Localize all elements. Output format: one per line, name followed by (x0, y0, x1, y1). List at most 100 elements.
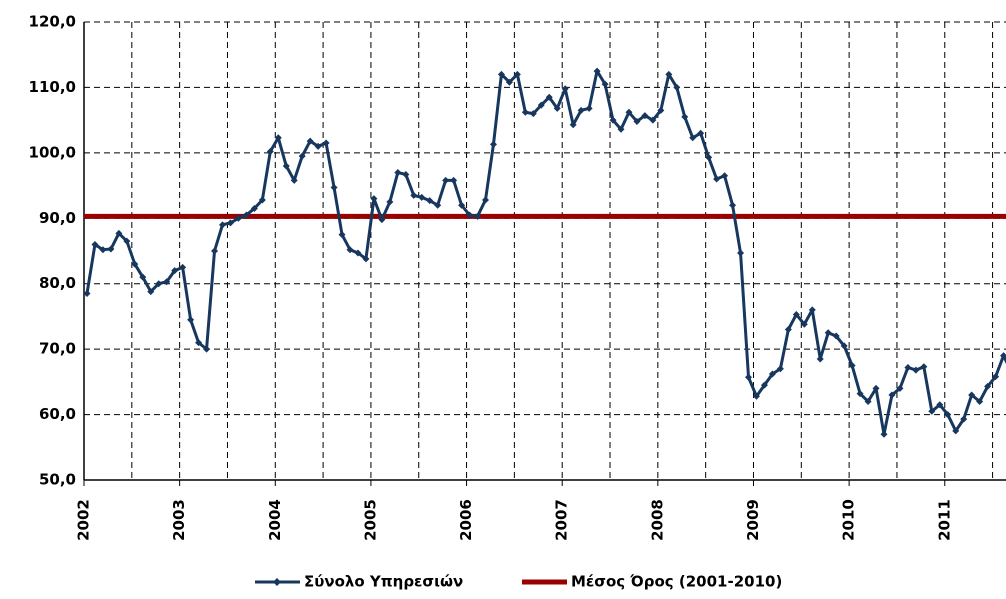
marker (474, 212, 482, 220)
marker (139, 273, 147, 281)
legend-marker (273, 578, 281, 586)
series (83, 67, 1006, 438)
marker (625, 108, 633, 116)
marker (195, 339, 203, 347)
marker (641, 112, 649, 120)
marker (657, 106, 665, 114)
marker (537, 101, 545, 109)
marker (633, 117, 641, 125)
marker (330, 184, 338, 192)
marker (848, 362, 856, 369)
marker (856, 390, 864, 398)
marker (960, 415, 968, 423)
marker (394, 168, 402, 176)
marker (745, 373, 753, 381)
marker (776, 365, 784, 373)
marker (944, 411, 952, 419)
marker (266, 148, 274, 156)
marker (737, 249, 745, 257)
marker (434, 201, 442, 209)
marker (322, 139, 330, 147)
marker (569, 121, 577, 129)
marker (976, 397, 984, 405)
marker (832, 332, 840, 340)
marker (529, 110, 537, 118)
marker (705, 153, 713, 161)
marker (752, 392, 760, 400)
marker (816, 355, 824, 363)
marker (187, 316, 195, 324)
marker (665, 70, 673, 78)
marker (203, 345, 211, 353)
marker (442, 176, 450, 184)
marker (338, 231, 346, 239)
marker (466, 211, 474, 219)
marker (952, 427, 960, 435)
marker (171, 267, 179, 275)
marker (864, 397, 872, 405)
marker (378, 216, 386, 224)
marker (282, 162, 290, 170)
marker (888, 391, 896, 399)
y-tick-label: 80,0 (39, 274, 76, 292)
marker (482, 196, 489, 204)
marker (904, 363, 912, 371)
marker (824, 329, 832, 337)
marker (274, 134, 282, 142)
marker (234, 214, 242, 222)
marker (115, 229, 123, 237)
marker (593, 67, 601, 75)
marker (697, 129, 705, 137)
x-tick-label: 2003 (170, 499, 188, 541)
marker (513, 70, 521, 78)
marker (880, 430, 888, 438)
marker (992, 373, 1000, 381)
marker (896, 384, 904, 392)
marker (290, 176, 298, 184)
marker (402, 170, 410, 178)
marker (314, 142, 322, 150)
y-tick-label: 70,0 (39, 340, 76, 358)
marker (689, 134, 697, 142)
marker (681, 113, 689, 121)
x-tick-label: 2006 (457, 499, 475, 541)
marker (107, 245, 115, 253)
marker (458, 201, 466, 209)
marker (601, 80, 609, 88)
marker (147, 288, 155, 296)
marker (1000, 352, 1006, 360)
x-tick-label: 2011 (935, 499, 953, 541)
marker (370, 195, 378, 203)
x-tick-label: 2002 (75, 499, 93, 541)
marker (179, 263, 187, 271)
marker (808, 306, 816, 314)
x-tick-label: 2004 (266, 499, 284, 541)
marker (123, 237, 131, 245)
y-tick-label: 90,0 (39, 209, 76, 227)
marker (489, 140, 497, 148)
marker (250, 204, 258, 212)
marker (218, 221, 226, 229)
marker (226, 219, 234, 227)
y-tick-label: 110,0 (29, 78, 76, 96)
marker (561, 85, 569, 93)
marker (649, 116, 657, 124)
marker (984, 382, 992, 390)
marker (450, 176, 458, 184)
marker (721, 172, 729, 180)
marker (346, 246, 354, 254)
series-line (85, 69, 1006, 436)
marker (800, 320, 808, 328)
marker (505, 78, 513, 86)
marker (362, 255, 370, 263)
marker (298, 152, 306, 160)
marker (673, 83, 681, 91)
marker (768, 370, 776, 378)
x-tick-label: 2009 (744, 499, 762, 541)
x-tick-label: 2007 (553, 499, 571, 541)
marker (131, 260, 139, 268)
marker (83, 290, 91, 298)
marker (99, 246, 107, 254)
x-tick-label: 2010 (840, 499, 858, 541)
